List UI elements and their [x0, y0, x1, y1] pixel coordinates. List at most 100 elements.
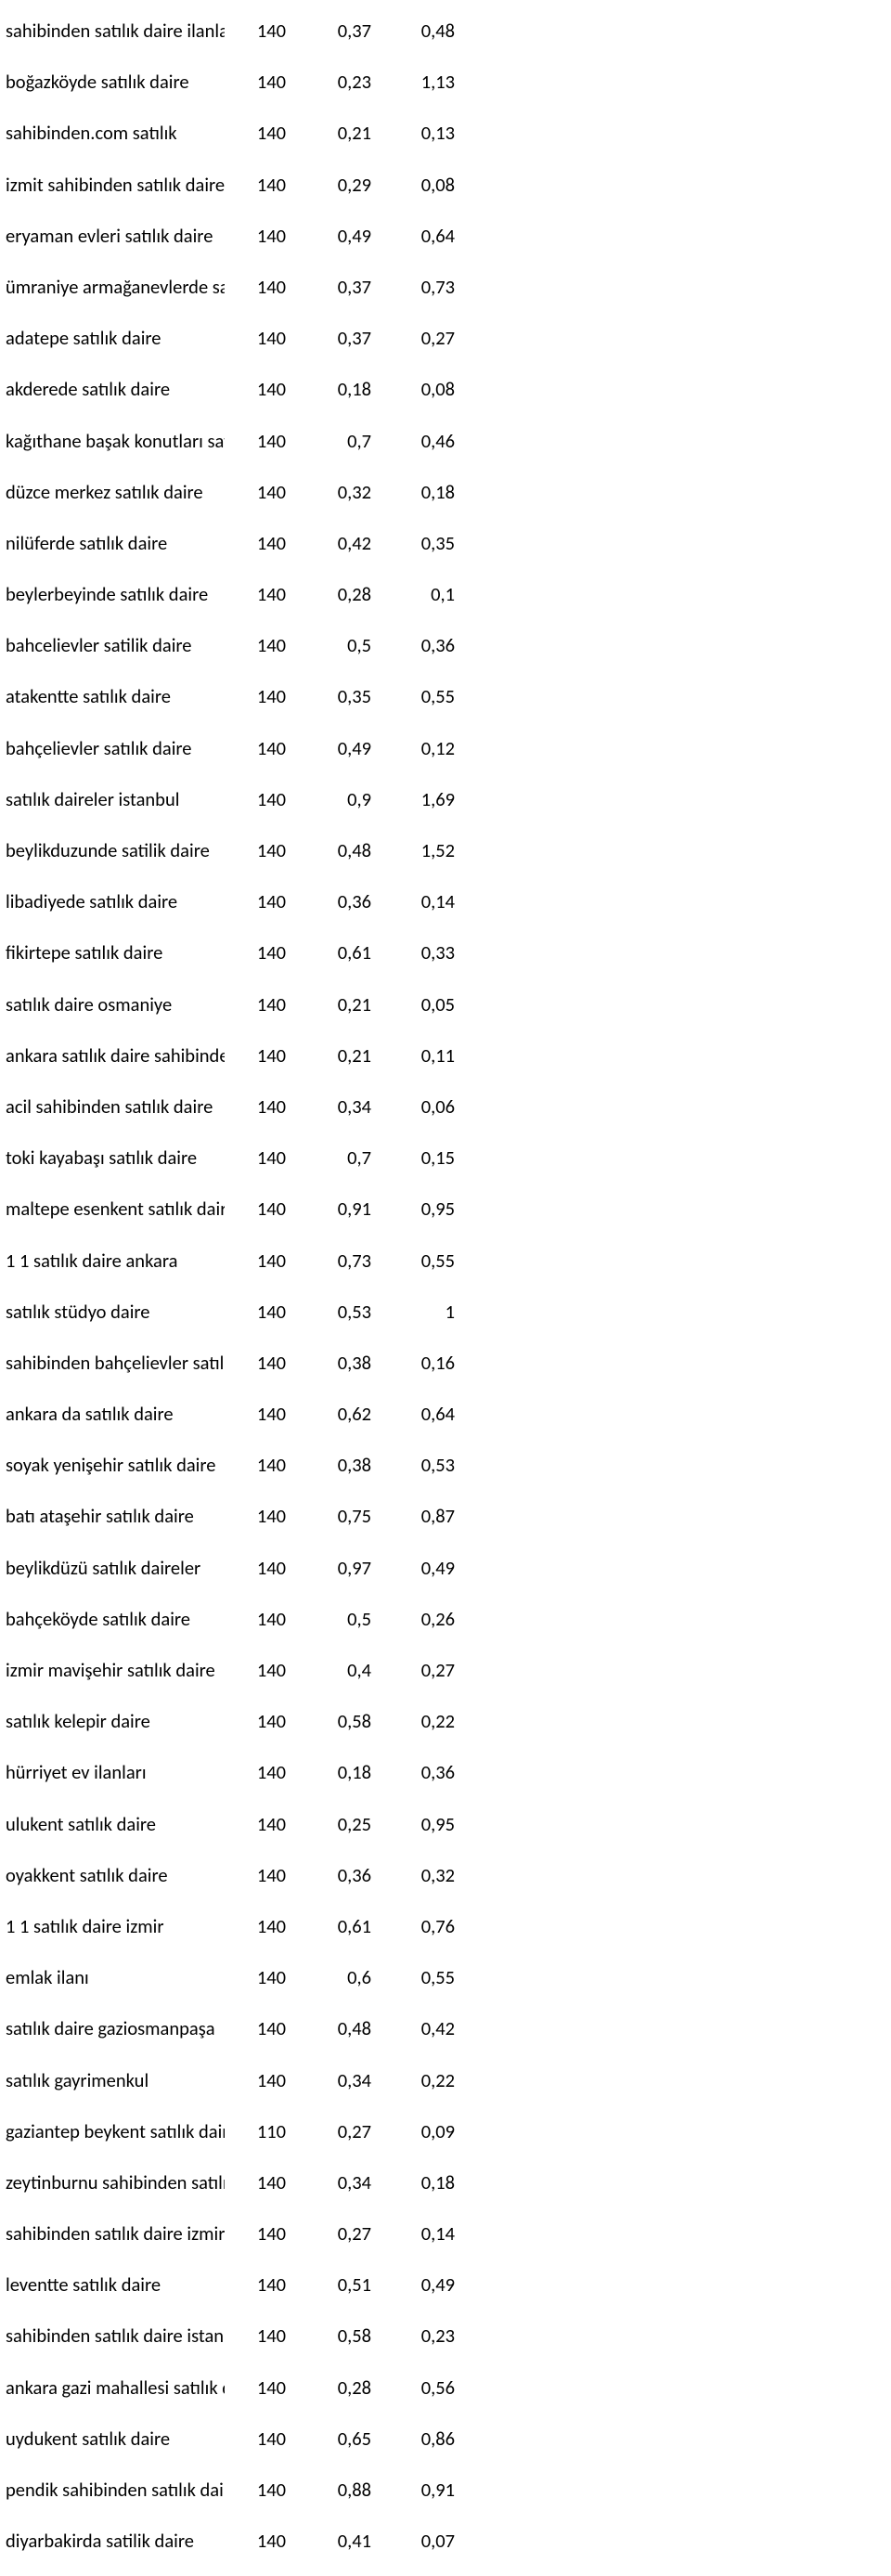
cell-value-1: 140 [225, 108, 286, 159]
table-row: zeytinburnu sahibinden satılık daire1400… [6, 2157, 882, 2208]
cell-value-1: 140 [225, 262, 286, 313]
cell-value-2: 0,49 [286, 211, 371, 262]
cell-value-2: 0,38 [286, 1440, 371, 1491]
cell-value-3: 0,14 [371, 2208, 455, 2259]
cell-value-3: 0,12 [371, 723, 455, 774]
cell-value-1: 110 [225, 2106, 286, 2157]
cell-value-2: 0,62 [286, 1389, 371, 1440]
table-row: soyak yenişehir satılık daire1400,380,53 [6, 1440, 882, 1491]
table-row: fikirtepe satılık daire1400,610,33 [6, 927, 882, 978]
cell-value-2: 0,58 [286, 1696, 371, 1747]
cell-value-3: 0,22 [371, 1696, 455, 1747]
cell-keyword: bahcelievler satilik daire [6, 620, 225, 671]
cell-value-2: 0,4 [286, 1645, 371, 1696]
cell-value-3: 0,55 [371, 1236, 455, 1287]
cell-value-3: 0,08 [371, 364, 455, 415]
cell-keyword: satılık gayrimenkul [6, 2055, 225, 2106]
cell-value-3: 1,13 [371, 57, 455, 108]
cell-keyword: batı ataşehir satılık daire [6, 1491, 225, 1542]
cell-value-3: 0,16 [371, 1338, 455, 1389]
table-row: akderede satılık daire1400,180,08 [6, 364, 882, 415]
cell-value-2: 0,48 [286, 2003, 371, 2054]
cell-value-3: 0,95 [371, 1184, 455, 1235]
cell-value-1: 140 [225, 825, 286, 876]
table-row: ankara da satılık daire1400,620,64 [6, 1389, 882, 1440]
cell-value-3: 1,52 [371, 825, 455, 876]
table-row: 1 1 satılık daire ankara1400,730,55 [6, 1236, 882, 1287]
cell-value-1: 140 [225, 2055, 286, 2106]
cell-keyword: ankara gazi mahallesi satılık daire [6, 2362, 225, 2414]
table-row: acil sahibinden satılık daire1400,340,06 [6, 1081, 882, 1133]
cell-value-1: 140 [225, 1030, 286, 1081]
cell-value-1: 140 [225, 2516, 286, 2567]
table-row: sahibinden bahçelievler satılık daire140… [6, 1338, 882, 1389]
cell-keyword: nilüferde satılık daire [6, 518, 225, 569]
cell-keyword: emlak ilanı [6, 1952, 225, 2003]
cell-keyword: maltepe esenkent satılık daire [6, 1184, 225, 1235]
cell-value-2: 0,48 [286, 825, 371, 876]
cell-value-3: 0,22 [371, 2055, 455, 2106]
cell-keyword: bahçelievler satılık daire [6, 723, 225, 774]
cell-value-2: 0,53 [286, 1287, 371, 1338]
table-row: beylerbeyinde satılık daire1400,280,1 [6, 569, 882, 620]
table-row: satılık kelepir daire1400,580,22 [6, 1696, 882, 1747]
cell-value-1: 140 [225, 2362, 286, 2414]
cell-value-3: 0,36 [371, 620, 455, 671]
cell-keyword: bahçeköyde satılık daire [6, 1594, 225, 1645]
table-row: pendik sahibinden satılık daire1400,880,… [6, 2465, 882, 2516]
cell-value-3: 0,27 [371, 1645, 455, 1696]
cell-value-1: 140 [225, 1543, 286, 1594]
cell-value-1: 140 [225, 1594, 286, 1645]
cell-keyword: satılık daireler istanbul [6, 774, 225, 825]
cell-value-2: 0,61 [286, 1901, 371, 1952]
cell-value-1: 140 [225, 2003, 286, 2054]
cell-value-3: 0,09 [371, 2106, 455, 2157]
cell-value-2: 0,97 [286, 1543, 371, 1594]
cell-value-2: 0,34 [286, 2157, 371, 2208]
cell-value-1: 140 [225, 160, 286, 211]
cell-value-1: 140 [225, 1184, 286, 1235]
cell-value-3: 0,55 [371, 1952, 455, 2003]
cell-value-2: 0,32 [286, 467, 371, 518]
cell-value-1: 140 [225, 1081, 286, 1133]
cell-value-1: 140 [225, 313, 286, 364]
cell-value-1: 140 [225, 1133, 286, 1184]
cell-value-2: 0,75 [286, 1491, 371, 1542]
cell-value-1: 140 [225, 671, 286, 722]
cell-value-1: 140 [225, 1389, 286, 1440]
cell-value-2: 0,18 [286, 364, 371, 415]
cell-value-3: 0,76 [371, 1901, 455, 1952]
cell-value-2: 0,36 [286, 1850, 371, 1901]
cell-keyword: uydukent satılık daire [6, 2414, 225, 2465]
cell-value-2: 0,6 [286, 1952, 371, 2003]
cell-value-3: 0,18 [371, 467, 455, 518]
cell-value-2: 0,37 [286, 313, 371, 364]
cell-value-3: 0,46 [371, 416, 455, 467]
table-row: gaziantep beykent satılık daire1100,270,… [6, 2106, 882, 2157]
cell-value-2: 0,27 [286, 2208, 371, 2259]
cell-value-1: 140 [225, 569, 286, 620]
cell-value-1: 140 [225, 1696, 286, 1747]
cell-keyword: boğazköyde satılık daire [6, 57, 225, 108]
table-row: eryaman evleri satılık daire1400,490,64 [6, 211, 882, 262]
table-row: hürriyet ev ilanları1400,180,36 [6, 1747, 882, 1798]
cell-keyword: ankara satılık daire sahibinden [6, 1030, 225, 1081]
cell-value-3: 0,33 [371, 927, 455, 978]
cell-keyword: akderede satılık daire [6, 364, 225, 415]
table-row: sahibinden satılık daire istanbul1400,58… [6, 2311, 882, 2362]
cell-value-2: 0,88 [286, 2465, 371, 2516]
table-row: sahibinden satılık daire ilanları1400,37… [6, 6, 882, 57]
table-row: bahcelievler satilik daire1400,50,36 [6, 620, 882, 671]
cell-value-1: 140 [225, 57, 286, 108]
cell-value-1: 140 [225, 467, 286, 518]
cell-keyword: sahibinden satılık daire ilanları [6, 6, 225, 57]
cell-value-3: 0,15 [371, 1133, 455, 1184]
table-row: maltepe esenkent satılık daire1400,910,9… [6, 1184, 882, 1235]
table-row: sahibinden satılık daire izmir1400,270,1… [6, 2208, 882, 2259]
cell-value-3: 0,23 [371, 2311, 455, 2362]
cell-value-1: 140 [225, 1901, 286, 1952]
cell-keyword: zeytinburnu sahibinden satılık daire [6, 2157, 225, 2208]
table-row: 1 1 satılık daire izmir1400,610,76 [6, 1901, 882, 1952]
cell-value-2: 0,37 [286, 6, 371, 57]
cell-value-3: 0,11 [371, 1030, 455, 1081]
